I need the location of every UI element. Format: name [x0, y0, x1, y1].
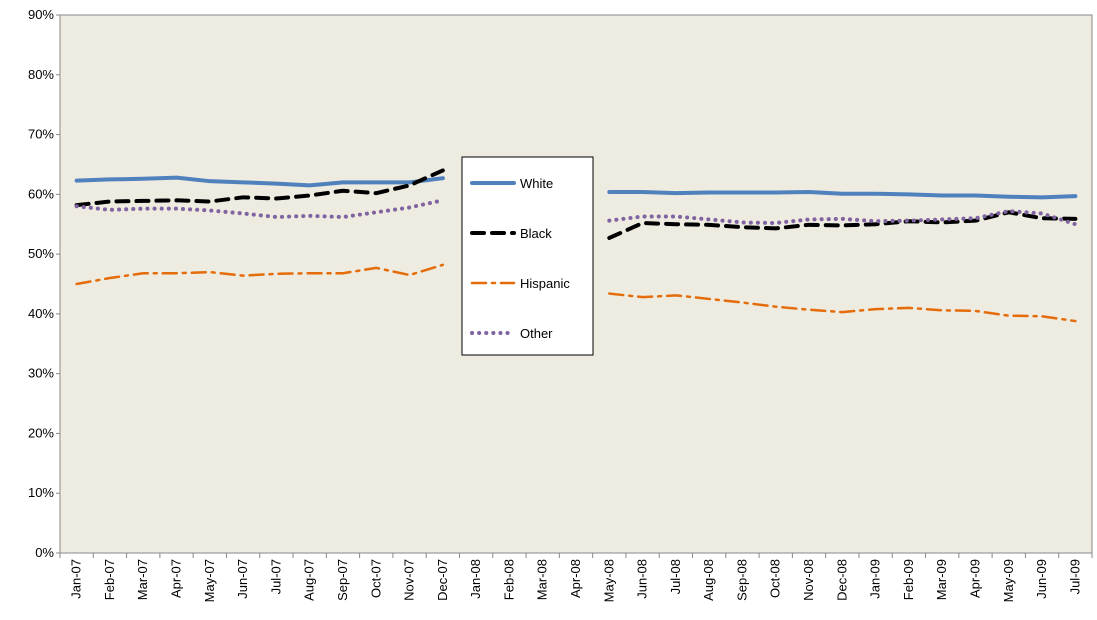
x-tick-label: Aug-07 [302, 559, 317, 601]
x-tick-label: Apr-09 [967, 559, 982, 598]
x-tick-label: Jan-08 [468, 559, 483, 599]
x-tick-label: May-08 [601, 559, 616, 602]
legend-label: Other [520, 326, 553, 341]
x-tick-label: Aug-08 [701, 559, 716, 601]
y-tick-label: 90% [28, 7, 54, 22]
x-tick-label: Jun-09 [1034, 559, 1049, 599]
x-tick-label: Nov-07 [402, 559, 417, 601]
x-tick-label: Jul-08 [668, 559, 683, 594]
x-tick-label: Dec-08 [834, 559, 849, 601]
y-tick-label: 70% [28, 127, 54, 142]
series-line [74, 175, 1078, 200]
y-tick-label: 80% [28, 67, 54, 82]
x-tick-label: Feb-07 [102, 559, 117, 600]
x-tick-label: Apr-07 [169, 559, 184, 598]
x-tick-label: May-09 [1001, 559, 1016, 602]
x-tick-label: Nov-08 [801, 559, 816, 601]
legend-box [461, 156, 594, 356]
x-tick-label: Feb-08 [501, 559, 516, 600]
y-tick-label: 60% [28, 186, 54, 201]
y-tick-label: 40% [28, 306, 54, 321]
legend-label: White [520, 176, 553, 191]
x-tick-label: Jun-07 [235, 559, 250, 599]
y-tick-label: 0% [35, 545, 54, 560]
x-tick-label: Dec-07 [435, 559, 450, 601]
x-tick-label: Mar-07 [135, 559, 150, 600]
x-tick-label: Jun-08 [635, 559, 650, 599]
x-tick-label: May-07 [202, 559, 217, 602]
legend-label: Black [520, 226, 552, 241]
x-tick-label: Feb-09 [901, 559, 916, 600]
y-tick-label: 20% [28, 425, 54, 440]
x-tick-label: Jul-09 [1067, 559, 1082, 594]
legend-label: Hispanic [520, 276, 570, 291]
x-tick-label: Jan-07 [69, 559, 84, 599]
x-tick-label: Oct-07 [368, 559, 383, 598]
y-tick-label: 10% [28, 485, 54, 500]
x-tick-label: Sep-07 [335, 559, 350, 601]
series-line [75, 263, 1077, 323]
x-tick-label: Sep-08 [734, 559, 749, 601]
x-tick-label: Mar-09 [934, 559, 949, 600]
y-tick-label: 50% [28, 246, 54, 261]
x-tick-label: Oct-08 [768, 559, 783, 598]
y-tick-label: 30% [28, 366, 54, 381]
x-tick-label: Mar-08 [535, 559, 550, 600]
x-tick-label: Apr-08 [568, 559, 583, 598]
x-tick-label: Jan-09 [868, 559, 883, 599]
series-line [74, 198, 1078, 227]
x-tick-label: Jul-07 [268, 559, 283, 594]
